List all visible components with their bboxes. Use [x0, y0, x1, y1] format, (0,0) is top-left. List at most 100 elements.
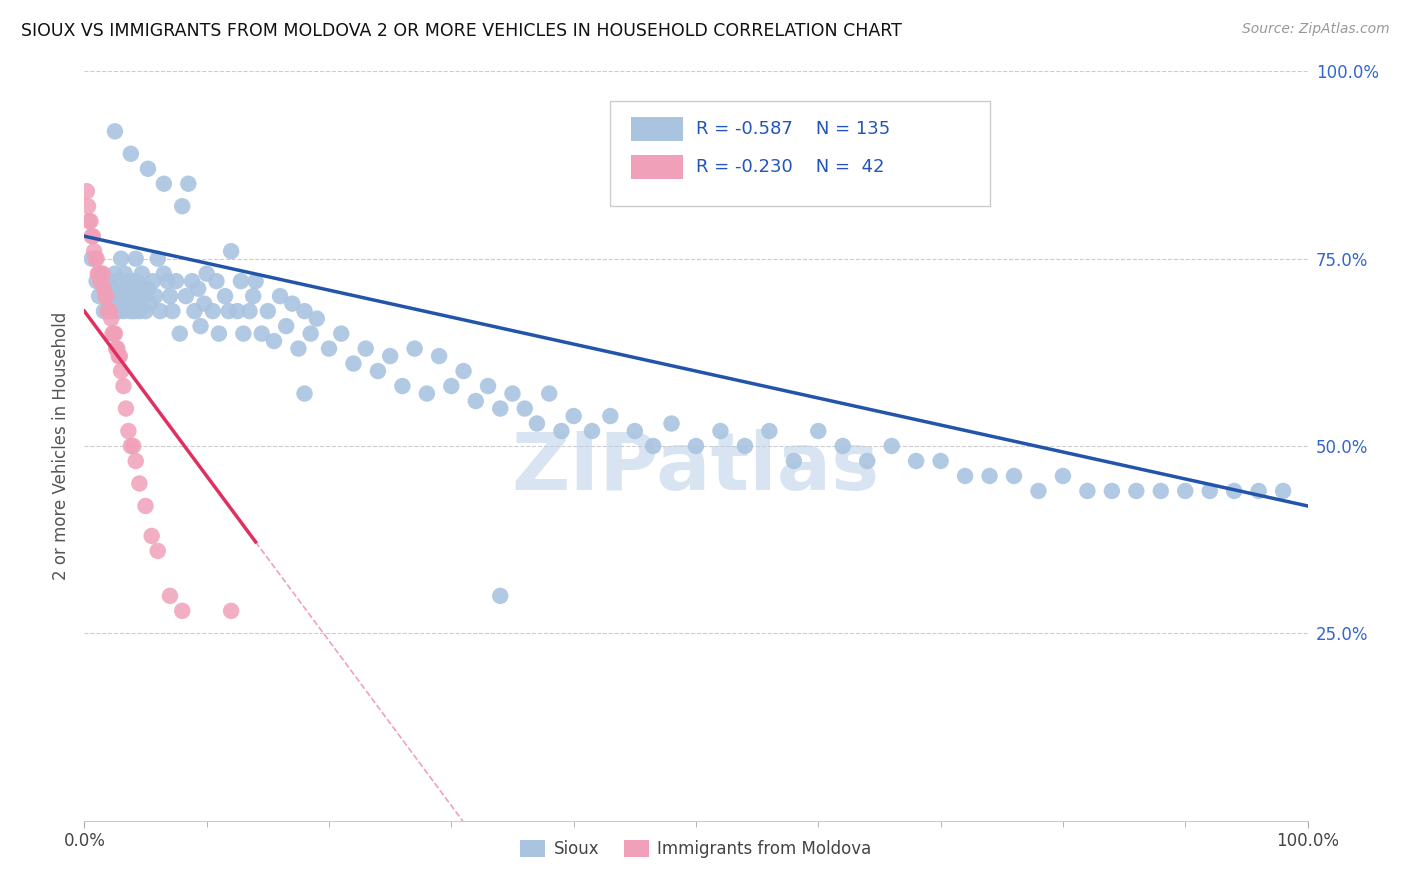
Point [142, 274, 165, 288]
Point [172, 604, 194, 618]
Point [330, 326, 353, 341]
Point [294, 386, 316, 401]
Point [103, 326, 125, 341]
Point [94, 274, 117, 288]
Point [80, 229, 103, 244]
Point [477, 379, 499, 393]
Point [201, 304, 224, 318]
Point [953, 469, 976, 483]
Text: ZIPatlas: ZIPatlas [512, 429, 880, 508]
Point [159, 289, 181, 303]
Point [115, 282, 138, 296]
Point [783, 454, 806, 468]
Point [281, 296, 304, 310]
Point [105, 289, 128, 303]
Point [159, 589, 181, 603]
Point [979, 469, 1001, 483]
Point [103, 282, 125, 296]
Point [115, 401, 138, 416]
Point [550, 424, 572, 438]
Point [502, 386, 524, 401]
Point [187, 282, 209, 296]
Point [108, 349, 131, 363]
Point [305, 311, 328, 326]
Point [269, 289, 291, 303]
Point [131, 267, 153, 281]
Point [153, 177, 176, 191]
Point [807, 424, 830, 438]
Point [77, 199, 100, 213]
Point [195, 267, 218, 281]
Point [121, 274, 143, 288]
Point [97, 304, 120, 318]
Point [90, 267, 112, 281]
Point [276, 319, 298, 334]
Point [141, 529, 163, 543]
Point [513, 401, 536, 416]
Legend: Sioux, Immigrants from Moldova: Sioux, Immigrants from Moldova [513, 833, 879, 864]
Point [734, 439, 756, 453]
Point [183, 304, 205, 318]
Point [1028, 483, 1050, 498]
Point [190, 319, 212, 334]
Point [318, 342, 340, 356]
Point [93, 304, 115, 318]
Point [79, 214, 101, 228]
Point [83, 244, 105, 259]
Point [91, 267, 114, 281]
Point [562, 409, 585, 423]
Point [257, 304, 280, 318]
Point [111, 289, 134, 303]
Point [661, 417, 683, 431]
Point [232, 326, 254, 341]
Point [87, 289, 110, 303]
Point [86, 274, 108, 288]
Point [165, 274, 187, 288]
Point [112, 304, 135, 318]
Point [226, 304, 249, 318]
Point [84, 252, 107, 266]
Point [98, 274, 121, 288]
Text: R = -0.587    N = 135: R = -0.587 N = 135 [696, 120, 890, 138]
Point [128, 476, 150, 491]
Point [86, 252, 108, 266]
Point [87, 267, 110, 281]
Point [127, 289, 149, 303]
Y-axis label: 2 or more Vehicles in Household: 2 or more Vehicles in Household [52, 312, 70, 580]
Point [115, 296, 138, 310]
Point [294, 304, 316, 318]
Point [643, 439, 665, 453]
Point [205, 274, 228, 288]
Point [104, 124, 127, 138]
Point [89, 274, 111, 288]
Point [98, 304, 121, 318]
Point [112, 379, 135, 393]
Point [391, 379, 413, 393]
Point [489, 401, 512, 416]
Point [136, 282, 159, 296]
Point [1223, 483, 1246, 498]
Point [299, 326, 322, 341]
Point [105, 342, 128, 356]
Point [218, 304, 240, 318]
Point [831, 439, 853, 453]
Point [1150, 483, 1173, 498]
Point [181, 274, 204, 288]
Point [120, 439, 142, 453]
Point [110, 364, 132, 378]
Point [1002, 469, 1025, 483]
Point [174, 289, 197, 303]
Point [208, 326, 231, 341]
Point [122, 289, 145, 303]
Point [929, 454, 952, 468]
Point [104, 267, 127, 281]
FancyBboxPatch shape [610, 102, 990, 206]
Point [287, 342, 309, 356]
Point [143, 289, 166, 303]
Point [229, 274, 252, 288]
Point [125, 252, 148, 266]
Point [139, 296, 162, 310]
Point [404, 342, 426, 356]
Point [177, 177, 200, 191]
Point [172, 199, 194, 213]
